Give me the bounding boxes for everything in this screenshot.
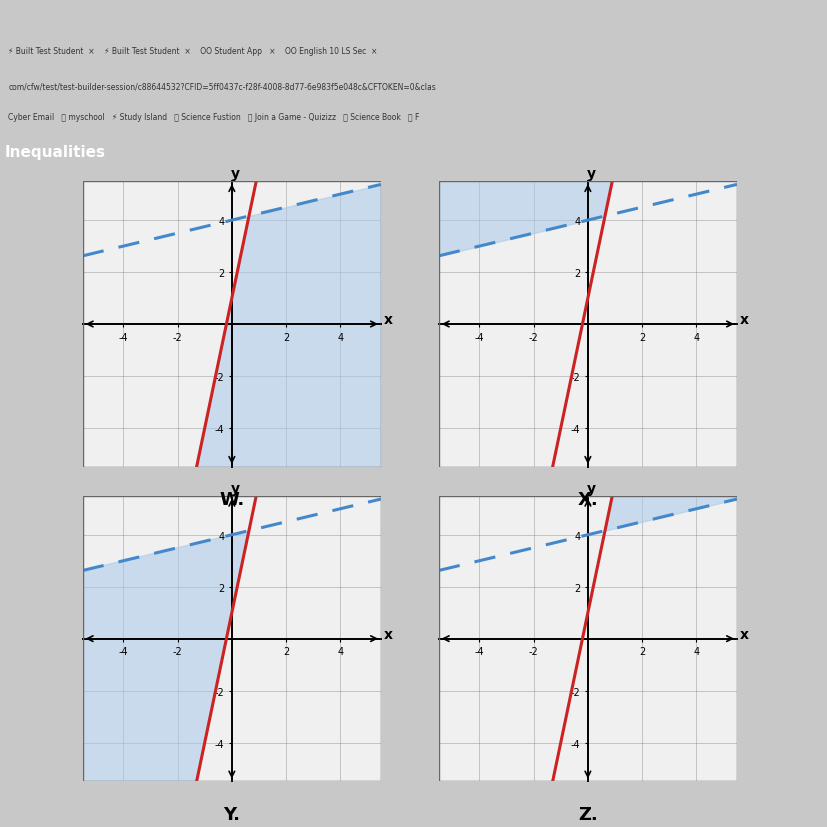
Text: x: x — [739, 627, 748, 641]
Text: x: x — [383, 313, 392, 327]
Text: x: x — [383, 627, 392, 641]
Text: ⚡ Built Test Student  ×    ⚡ Built Test Student  ×    OO Student App   ×    OO E: ⚡ Built Test Student × ⚡ Built Test Stud… — [8, 47, 377, 56]
Bar — [83, 182, 380, 467]
Text: x: x — [739, 313, 748, 327]
Text: Inequalities: Inequalities — [4, 146, 105, 160]
Text: com/cfw/test/test-builder-session/c88644532?CFID=5ff0437c-f28f-4008-8d77-6e983f5: com/cfw/test/test-builder-session/c88644… — [8, 83, 436, 91]
Text: X.: X. — [576, 490, 598, 509]
Text: y: y — [230, 167, 239, 180]
Text: y: y — [230, 481, 239, 495]
Bar — [438, 182, 736, 467]
Text: Y.: Y. — [223, 805, 240, 823]
Text: y: y — [586, 167, 595, 180]
Text: Cyber Email   🔴 myschool   ⚡ Study Island   🔴 Science Fustion   🔍 Join a Game - : Cyber Email 🔴 myschool ⚡ Study Island 🔴 … — [8, 113, 419, 122]
Text: W.: W. — [219, 490, 244, 509]
Text: y: y — [586, 481, 595, 495]
Bar — [438, 496, 736, 782]
Text: Z.: Z. — [577, 805, 597, 823]
Bar — [83, 496, 380, 782]
